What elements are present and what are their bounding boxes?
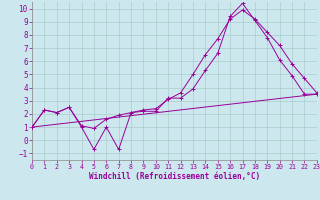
X-axis label: Windchill (Refroidissement éolien,°C): Windchill (Refroidissement éolien,°C) <box>89 172 260 181</box>
